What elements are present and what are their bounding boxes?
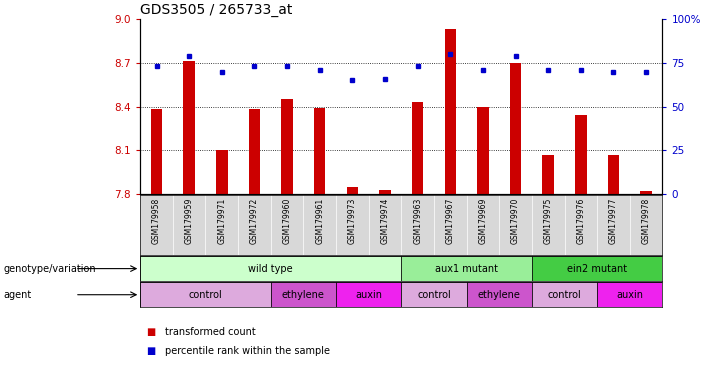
Bar	[444, 30, 456, 194]
Text: GSM179960: GSM179960	[283, 198, 292, 244]
Bar	[401, 256, 532, 281]
Bar	[401, 282, 467, 307]
Bar	[249, 109, 260, 194]
Bar	[347, 187, 358, 194]
Text: ethylene: ethylene	[478, 290, 521, 300]
Text: ■: ■	[147, 346, 160, 356]
Text: aux1 mutant: aux1 mutant	[435, 263, 498, 274]
Text: ein2 mutant: ein2 mutant	[567, 263, 627, 274]
Text: GDS3505 / 265733_at: GDS3505 / 265733_at	[140, 3, 292, 17]
Bar	[575, 115, 587, 194]
Bar	[140, 256, 401, 281]
Text: GSM179972: GSM179972	[250, 198, 259, 244]
Bar	[641, 191, 652, 194]
Bar	[216, 150, 228, 194]
Bar	[281, 99, 293, 194]
Bar	[140, 282, 271, 307]
Text: GSM179973: GSM179973	[348, 198, 357, 244]
Bar	[597, 282, 662, 307]
Text: GSM179977: GSM179977	[609, 198, 618, 244]
Text: auxin: auxin	[616, 290, 644, 300]
Text: control: control	[417, 290, 451, 300]
Text: GSM179963: GSM179963	[413, 198, 422, 244]
Text: GSM179959: GSM179959	[184, 198, 193, 244]
Text: ■: ■	[147, 327, 160, 337]
Bar	[314, 108, 325, 194]
Bar	[412, 102, 423, 194]
Text: GSM179978: GSM179978	[641, 198, 651, 244]
Text: wild type: wild type	[248, 263, 293, 274]
Bar	[532, 256, 662, 281]
Bar	[271, 282, 336, 307]
Text: GSM179974: GSM179974	[381, 198, 390, 244]
Text: GSM179961: GSM179961	[315, 198, 325, 244]
Bar	[532, 282, 597, 307]
Text: genotype/variation: genotype/variation	[4, 263, 96, 274]
Bar	[510, 63, 522, 194]
Bar	[467, 282, 532, 307]
Bar	[336, 282, 401, 307]
Text: GSM179970: GSM179970	[511, 198, 520, 244]
Text: GSM179971: GSM179971	[217, 198, 226, 244]
Text: GSM179975: GSM179975	[544, 198, 552, 244]
Text: control: control	[189, 290, 222, 300]
Text: control: control	[547, 290, 581, 300]
Text: GSM179967: GSM179967	[446, 198, 455, 244]
Text: GSM179976: GSM179976	[576, 198, 585, 244]
Bar	[151, 109, 162, 194]
Text: agent: agent	[4, 290, 32, 300]
Bar	[184, 61, 195, 194]
Text: GSM179958: GSM179958	[152, 198, 161, 244]
Text: auxin: auxin	[355, 290, 382, 300]
Bar	[379, 190, 390, 194]
Text: ethylene: ethylene	[282, 290, 325, 300]
Bar	[477, 107, 489, 194]
Text: GSM179969: GSM179969	[478, 198, 487, 244]
Text: transformed count: transformed count	[165, 327, 255, 337]
Bar	[608, 155, 619, 194]
Bar	[543, 155, 554, 194]
Text: percentile rank within the sample: percentile rank within the sample	[165, 346, 329, 356]
